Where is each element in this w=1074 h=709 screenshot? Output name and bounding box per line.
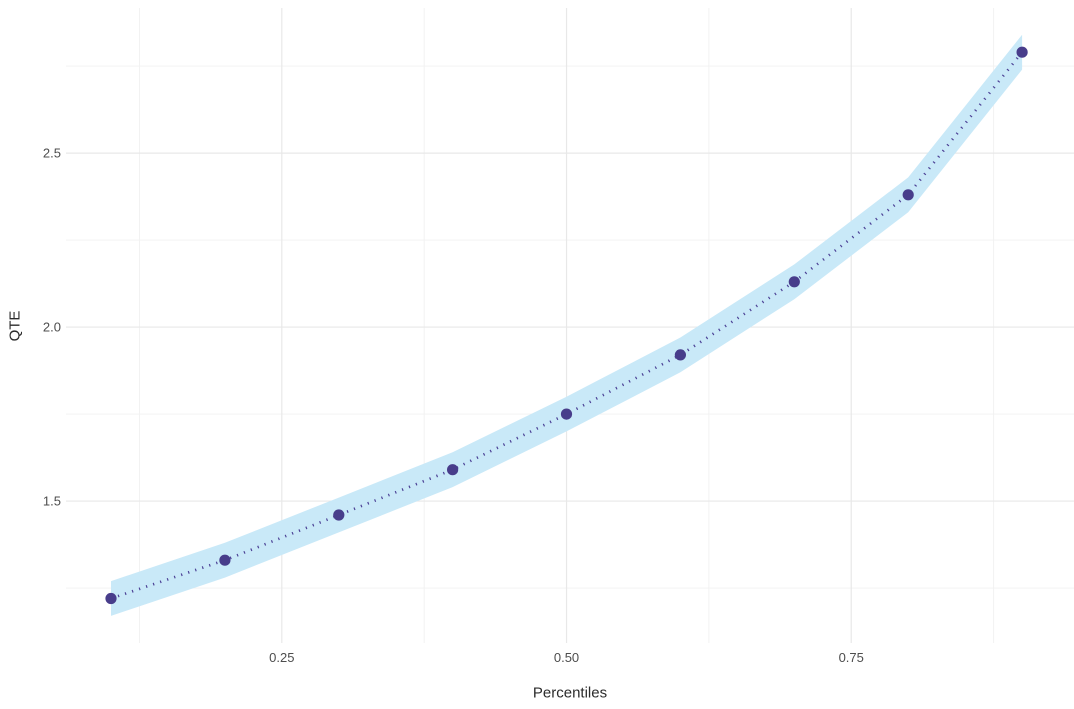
data-point [674,349,687,361]
data-point [788,276,800,288]
x-tick-label: 0.50 [554,650,579,665]
y-tick-label: 2.5 [43,146,61,161]
data-point [105,592,117,605]
qte-dotted-line [110,51,1024,600]
x-axis-title: Percentiles [532,684,608,702]
x-tick-label: 0.75 [839,650,864,665]
data-point [1016,46,1028,58]
y-tick-label: 2.0 [43,320,61,335]
data-point [447,464,459,476]
y-axis-title: QTE [6,310,24,342]
data-point [560,408,573,420]
data-point [219,554,231,566]
confidence-band [111,34,1023,616]
data-point [333,509,345,521]
x-tick-label: 0.25 [269,650,294,665]
data-point [902,189,914,201]
y-tick-label: 1.5 [43,494,61,509]
